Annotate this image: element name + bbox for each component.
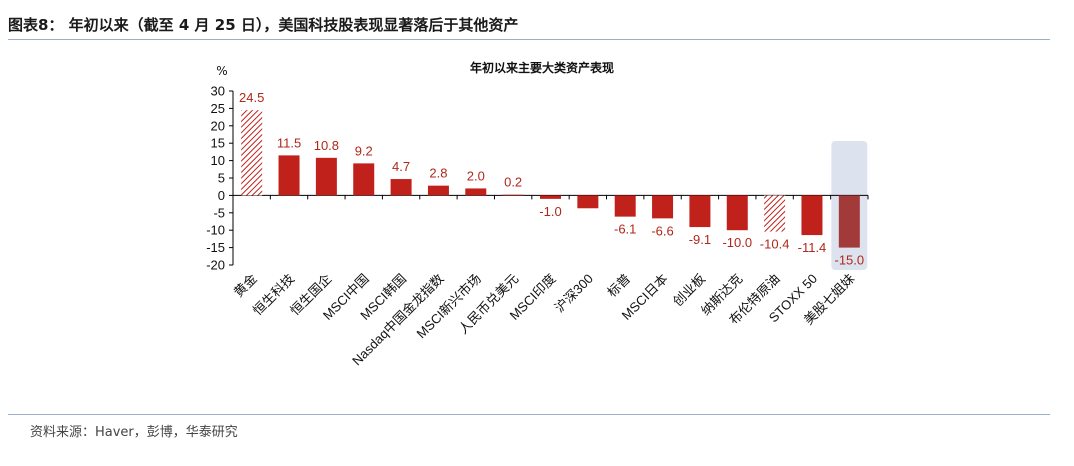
figure-title: 图表8： 年初以来（截至 4 月 25 日），美国科技股表现显著落后于其他资产 <box>8 16 519 34</box>
y-axis-unit: % <box>216 64 227 78</box>
bar <box>353 163 375 196</box>
y-tick-label: -10 <box>206 223 225 238</box>
bar <box>315 157 337 196</box>
bar <box>502 194 524 196</box>
y-tick-label: -20 <box>206 258 225 273</box>
bar <box>838 195 860 248</box>
bar <box>726 195 748 231</box>
data-label: 0.2 <box>504 175 522 190</box>
data-label: 2.0 <box>467 168 485 183</box>
category-label: 黄金 <box>231 271 260 300</box>
data-label: 2.8 <box>429 166 447 181</box>
y-tick-label: 5 <box>218 171 225 186</box>
y-tick-label: 25 <box>211 101 225 116</box>
y-tick-label: -15 <box>206 240 225 255</box>
top-divider <box>8 39 1050 40</box>
category-label: 标普 <box>604 271 633 300</box>
bar <box>540 195 561 199</box>
data-label: 24.5 <box>239 90 264 105</box>
data-label: -15.0 <box>835 253 865 268</box>
bar <box>278 155 300 196</box>
bar <box>764 195 786 232</box>
bar <box>577 195 599 209</box>
bar <box>614 195 636 217</box>
y-tick-label: 0 <box>218 188 225 203</box>
bar <box>390 179 412 196</box>
y-tick-label: 20 <box>211 118 225 133</box>
y-tick-label: 15 <box>211 136 225 151</box>
bar <box>689 195 711 228</box>
data-label: -10.4 <box>760 237 790 252</box>
data-label: -6.1 <box>614 222 636 237</box>
data-label: -11.4 <box>798 240 827 255</box>
data-label: -10.0 <box>722 235 752 250</box>
source-note: 资料来源：Haver，彭博，华泰研究 <box>30 425 238 440</box>
y-tick-label: -5 <box>213 205 225 220</box>
data-label: 9.2 <box>355 143 373 158</box>
bottom-divider <box>8 414 1050 415</box>
chart-title: 年初以来主要大类资产表现 <box>470 60 614 75</box>
data-label: -6.6 <box>651 223 673 238</box>
data-label: -9.1 <box>689 232 711 247</box>
data-label: -1.0 <box>539 204 561 219</box>
data-label: 4.7 <box>392 159 410 174</box>
data-label: 10.8 <box>314 138 339 153</box>
y-tick-label: 30 <box>211 84 225 99</box>
y-tick-label: 10 <box>211 153 225 168</box>
bar <box>241 110 263 196</box>
bar <box>801 195 823 236</box>
category-label: 沪深300 <box>552 271 596 315</box>
bar <box>465 188 487 196</box>
bar <box>427 185 449 196</box>
data-label: 11.5 <box>277 135 301 150</box>
bar <box>652 195 674 219</box>
